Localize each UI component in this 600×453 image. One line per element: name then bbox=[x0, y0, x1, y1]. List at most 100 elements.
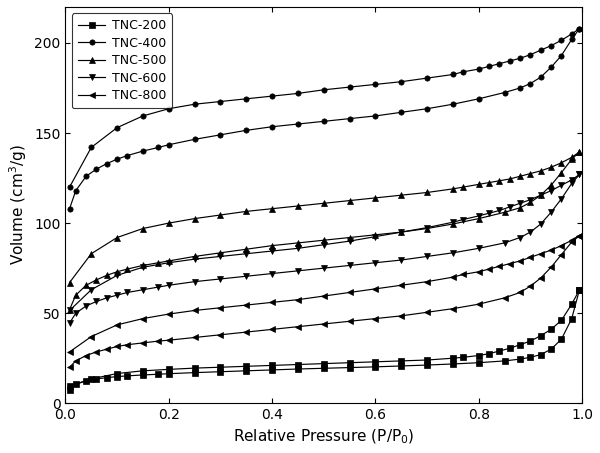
TNC-400 bbox=[558, 53, 565, 58]
TNC-600 bbox=[113, 293, 121, 298]
TNC-600 bbox=[242, 274, 250, 279]
TNC-800 bbox=[576, 233, 583, 238]
TNC-600 bbox=[517, 235, 524, 240]
TNC-200 bbox=[191, 370, 198, 376]
TNC-600 bbox=[124, 290, 131, 295]
Legend: TNC-200, TNC-400, TNC-500, TNC-600, TNC-800: TNC-200, TNC-400, TNC-500, TNC-600, TNC-… bbox=[71, 13, 172, 108]
TNC-600 bbox=[139, 287, 146, 293]
TNC-800 bbox=[320, 321, 328, 327]
TNC-400 bbox=[217, 132, 224, 138]
TNC-400 bbox=[424, 106, 431, 111]
TNC-600 bbox=[320, 265, 328, 271]
TNC-400 bbox=[113, 156, 121, 162]
TNC-400 bbox=[568, 37, 575, 42]
TNC-200 bbox=[66, 387, 73, 392]
TNC-400 bbox=[295, 121, 302, 127]
X-axis label: Relative Pressure (P/P$_0$): Relative Pressure (P/P$_0$) bbox=[233, 428, 415, 446]
TNC-400 bbox=[547, 65, 554, 70]
TNC-800 bbox=[83, 353, 90, 358]
TNC-800 bbox=[537, 275, 544, 281]
TNC-800 bbox=[191, 335, 198, 340]
TNC-800 bbox=[398, 313, 405, 318]
TNC-200 bbox=[424, 362, 431, 368]
TNC-500 bbox=[93, 277, 100, 283]
TNC-400 bbox=[527, 81, 534, 86]
TNC-200 bbox=[72, 381, 79, 387]
TNC-800 bbox=[547, 265, 554, 270]
TNC-500 bbox=[501, 210, 508, 215]
TNC-800 bbox=[501, 295, 508, 301]
TNC-500 bbox=[295, 240, 302, 246]
TNC-500 bbox=[346, 235, 353, 240]
TNC-400 bbox=[124, 153, 131, 158]
TNC-500 bbox=[475, 216, 482, 222]
TNC-800 bbox=[517, 290, 524, 295]
TNC-500 bbox=[372, 232, 379, 237]
TNC-500 bbox=[517, 205, 524, 211]
TNC-600 bbox=[547, 210, 554, 215]
Line: TNC-500: TNC-500 bbox=[67, 149, 582, 312]
TNC-500 bbox=[547, 183, 554, 188]
TNC-400 bbox=[517, 85, 524, 91]
TNC-400 bbox=[66, 206, 73, 212]
TNC-400 bbox=[537, 74, 544, 80]
TNC-600 bbox=[66, 320, 73, 326]
TNC-200 bbox=[103, 375, 110, 381]
TNC-600 bbox=[165, 283, 172, 288]
TNC-200 bbox=[155, 371, 162, 377]
TNC-200 bbox=[295, 366, 302, 372]
TNC-500 bbox=[103, 273, 110, 278]
TNC-600 bbox=[155, 284, 162, 290]
TNC-600 bbox=[268, 271, 275, 276]
TNC-400 bbox=[139, 148, 146, 154]
TNC-400 bbox=[449, 101, 457, 107]
TNC-800 bbox=[66, 365, 73, 370]
Y-axis label: Volume (cm$^3$/g): Volume (cm$^3$/g) bbox=[7, 145, 29, 265]
TNC-500 bbox=[217, 250, 224, 255]
TNC-200 bbox=[320, 366, 328, 371]
TNC-400 bbox=[155, 145, 162, 150]
TNC-800 bbox=[72, 358, 79, 364]
TNC-200 bbox=[242, 368, 250, 374]
TNC-600 bbox=[93, 299, 100, 304]
TNC-400 bbox=[165, 142, 172, 148]
TNC-800 bbox=[568, 239, 575, 245]
TNC-400 bbox=[83, 173, 90, 179]
TNC-500 bbox=[113, 269, 121, 275]
TNC-500 bbox=[191, 254, 198, 259]
TNC-800 bbox=[124, 342, 131, 347]
TNC-200 bbox=[576, 287, 583, 293]
TNC-800 bbox=[217, 332, 224, 337]
TNC-600 bbox=[537, 221, 544, 226]
Line: TNC-800: TNC-800 bbox=[67, 233, 582, 370]
TNC-200 bbox=[93, 376, 100, 381]
TNC-800 bbox=[242, 329, 250, 335]
TNC-600 bbox=[568, 181, 575, 186]
TNC-200 bbox=[517, 357, 524, 362]
TNC-200 bbox=[83, 378, 90, 383]
TNC-200 bbox=[398, 363, 405, 369]
TNC-800 bbox=[449, 306, 457, 311]
TNC-600 bbox=[191, 279, 198, 284]
TNC-800 bbox=[93, 349, 100, 355]
TNC-600 bbox=[449, 250, 457, 255]
TNC-500 bbox=[155, 260, 162, 265]
TNC-800 bbox=[268, 327, 275, 332]
TNC-400 bbox=[242, 128, 250, 133]
TNC-600 bbox=[83, 303, 90, 308]
TNC-600 bbox=[424, 254, 431, 259]
TNC-500 bbox=[320, 237, 328, 243]
TNC-200 bbox=[268, 367, 275, 373]
TNC-200 bbox=[501, 358, 508, 364]
TNC-400 bbox=[103, 161, 110, 166]
TNC-800 bbox=[558, 252, 565, 257]
TNC-400 bbox=[191, 137, 198, 142]
TNC-600 bbox=[398, 257, 405, 263]
TNC-200 bbox=[449, 361, 457, 366]
TNC-200 bbox=[346, 365, 353, 370]
TNC-200 bbox=[372, 364, 379, 370]
TNC-200 bbox=[475, 360, 482, 366]
TNC-400 bbox=[398, 110, 405, 115]
TNC-800 bbox=[103, 347, 110, 352]
TNC-600 bbox=[372, 260, 379, 265]
